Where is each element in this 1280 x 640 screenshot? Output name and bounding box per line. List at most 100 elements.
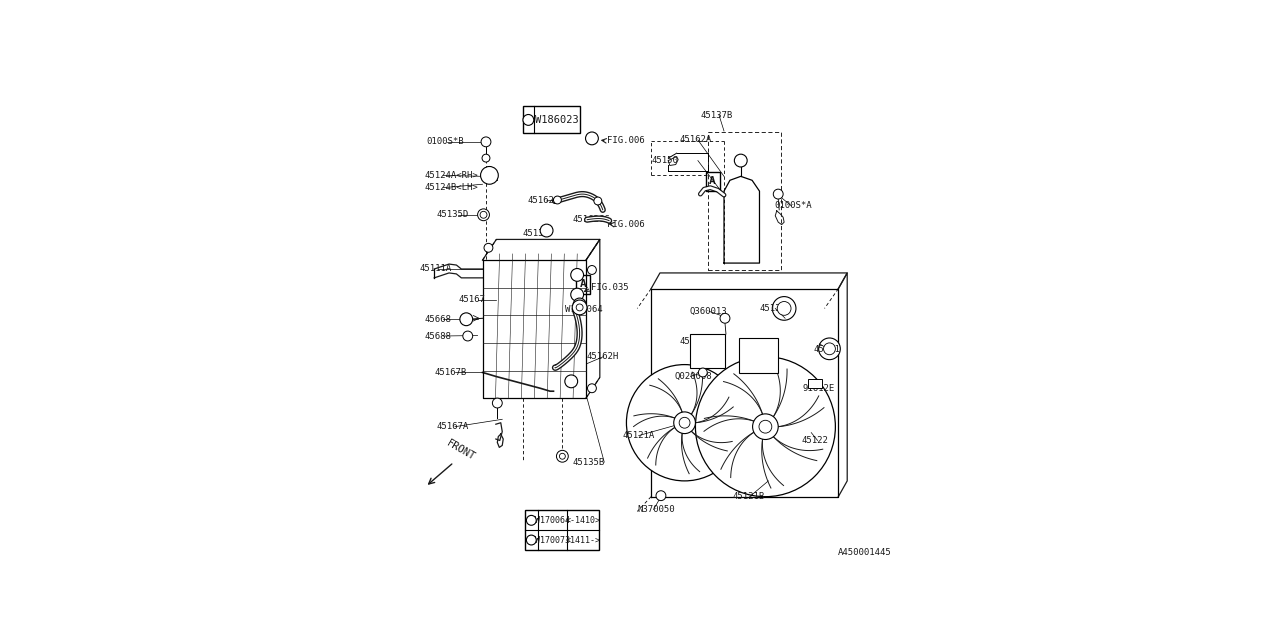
Text: 45122: 45122 xyxy=(801,436,828,445)
Text: 45137: 45137 xyxy=(524,229,550,238)
Circle shape xyxy=(559,453,566,460)
Bar xyxy=(525,511,599,550)
Text: 45135D: 45135D xyxy=(436,211,468,220)
Circle shape xyxy=(481,137,492,147)
Text: 45111A: 45111A xyxy=(420,264,452,273)
Text: W170064: W170064 xyxy=(535,516,570,525)
Bar xyxy=(690,334,724,367)
Text: 45162H: 45162H xyxy=(586,352,618,361)
Text: W170064: W170064 xyxy=(564,305,603,314)
Bar xyxy=(739,338,778,374)
Circle shape xyxy=(557,451,568,462)
Text: 91612E: 91612E xyxy=(803,384,835,393)
Text: FIG.006: FIG.006 xyxy=(607,220,644,229)
Circle shape xyxy=(480,166,498,184)
Text: 45162A: 45162A xyxy=(680,136,712,145)
Circle shape xyxy=(673,412,695,433)
Circle shape xyxy=(477,209,489,221)
Text: 45167B: 45167B xyxy=(434,368,466,377)
Circle shape xyxy=(773,189,783,199)
Circle shape xyxy=(460,313,472,326)
Circle shape xyxy=(735,154,748,167)
Text: 2: 2 xyxy=(529,536,534,545)
Text: 45132: 45132 xyxy=(680,337,707,346)
Circle shape xyxy=(753,414,778,440)
Circle shape xyxy=(540,224,553,237)
Text: N370050: N370050 xyxy=(637,505,675,514)
Text: 45131: 45131 xyxy=(814,346,841,355)
Text: <1411->: <1411-> xyxy=(566,536,602,545)
Circle shape xyxy=(657,491,666,500)
Text: 45167A: 45167A xyxy=(436,422,468,431)
Text: 0100S*B: 0100S*B xyxy=(426,138,465,147)
Bar xyxy=(524,106,580,134)
Text: Q020008: Q020008 xyxy=(675,372,713,381)
Circle shape xyxy=(526,535,536,545)
Circle shape xyxy=(463,331,472,341)
Text: 1: 1 xyxy=(575,290,580,299)
Circle shape xyxy=(526,515,536,525)
Text: FIG.035: FIG.035 xyxy=(591,284,628,292)
Text: 45135B: 45135B xyxy=(572,458,604,467)
Text: W186023: W186023 xyxy=(535,115,579,125)
Text: 45162GG: 45162GG xyxy=(572,215,609,224)
Circle shape xyxy=(588,384,596,393)
Text: FIG.006: FIG.006 xyxy=(607,136,644,145)
Text: 1: 1 xyxy=(577,300,582,309)
Text: A: A xyxy=(580,279,586,289)
Text: 45124B<LH>: 45124B<LH> xyxy=(425,183,479,192)
Text: A450001445: A450001445 xyxy=(838,548,892,557)
Circle shape xyxy=(571,269,584,282)
Text: 1: 1 xyxy=(526,115,531,124)
Circle shape xyxy=(772,296,796,320)
Text: 1: 1 xyxy=(544,226,549,235)
Text: 45150: 45150 xyxy=(652,156,678,165)
Circle shape xyxy=(721,314,730,323)
Circle shape xyxy=(524,115,534,125)
Circle shape xyxy=(626,365,742,481)
Circle shape xyxy=(484,243,493,252)
Text: 2: 2 xyxy=(529,516,534,525)
Circle shape xyxy=(576,304,584,311)
Circle shape xyxy=(759,420,772,433)
Circle shape xyxy=(699,368,708,377)
Text: W170073: W170073 xyxy=(535,536,570,545)
Circle shape xyxy=(553,196,562,204)
Text: 45688: 45688 xyxy=(425,332,452,340)
Circle shape xyxy=(823,343,836,355)
Circle shape xyxy=(588,266,596,275)
Circle shape xyxy=(695,356,836,497)
Circle shape xyxy=(573,298,586,311)
Circle shape xyxy=(493,398,502,408)
Circle shape xyxy=(483,154,490,162)
Bar xyxy=(808,380,822,388)
Text: 45167: 45167 xyxy=(460,295,485,304)
Bar xyxy=(576,275,590,294)
Text: Q360013: Q360013 xyxy=(690,307,727,316)
Text: 45132: 45132 xyxy=(741,354,768,363)
Circle shape xyxy=(480,211,486,218)
Text: 2: 2 xyxy=(568,377,573,386)
Text: 45124A<RH>: 45124A<RH> xyxy=(425,171,479,180)
Text: FRONT: FRONT xyxy=(445,438,477,462)
Circle shape xyxy=(585,132,598,145)
Text: <-1410>: <-1410> xyxy=(566,516,602,525)
Circle shape xyxy=(572,300,588,315)
Text: 1: 1 xyxy=(589,134,594,143)
Circle shape xyxy=(571,288,584,301)
Text: 45121B: 45121B xyxy=(732,492,764,501)
Text: 45137B: 45137B xyxy=(700,111,732,120)
Circle shape xyxy=(819,338,840,360)
Circle shape xyxy=(680,417,690,428)
Text: 45162G: 45162G xyxy=(527,196,561,205)
Text: 45131: 45131 xyxy=(759,304,786,313)
Text: 45668: 45668 xyxy=(425,315,452,324)
Text: 1: 1 xyxy=(575,271,580,280)
Bar xyxy=(705,172,719,191)
Text: A: A xyxy=(709,176,716,186)
Text: 0100S*A: 0100S*A xyxy=(774,202,812,211)
Text: 45121A: 45121A xyxy=(622,431,655,440)
Circle shape xyxy=(564,375,577,388)
Circle shape xyxy=(777,301,791,316)
Circle shape xyxy=(594,197,602,205)
